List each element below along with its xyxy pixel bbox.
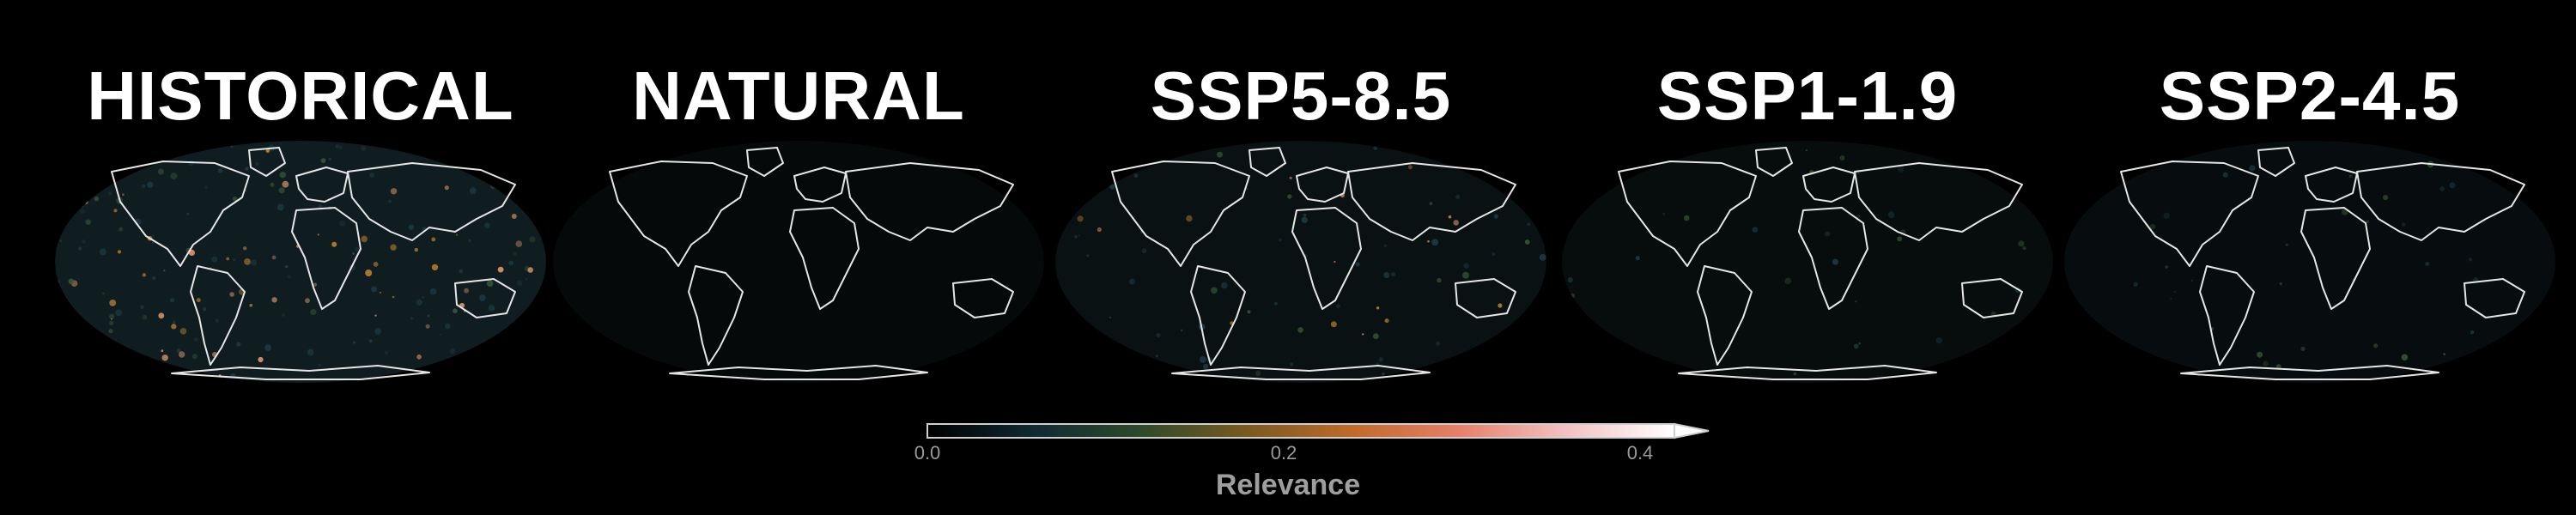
coastline xyxy=(190,265,246,366)
map-panel-5: SSP2-4.5 xyxy=(2061,0,2559,395)
coastline xyxy=(1111,161,1250,267)
coastline xyxy=(111,161,250,267)
coastline xyxy=(2300,207,2371,310)
map-panel-1: HISTORICAL xyxy=(52,0,550,395)
map-panel-4: SSP1-1.9 xyxy=(1558,0,2057,395)
coastline xyxy=(789,207,860,310)
coastline xyxy=(2199,265,2255,366)
panel-title: NATURAL xyxy=(632,58,965,134)
relevance-field xyxy=(553,141,1044,383)
coastline xyxy=(2257,147,2295,177)
panel-title: HISTORICAL xyxy=(87,58,514,134)
colorbar xyxy=(910,417,1717,512)
coastline xyxy=(952,278,1014,318)
coastline xyxy=(1291,207,1362,310)
coastline xyxy=(1455,278,1516,318)
coastline xyxy=(347,162,516,241)
coastline xyxy=(1755,147,1793,177)
coastline xyxy=(171,365,430,380)
map-panels: HISTORICAL NATURAL SSP5-8.5 SSP1-1.9 SSP2-4.… xyxy=(52,0,2559,395)
coastline xyxy=(1697,265,1753,366)
colorbar-bar xyxy=(927,422,1710,439)
map-panel-3: SSP5-8.5 xyxy=(1052,0,1550,395)
colorbar-extend-arrow xyxy=(1674,422,1710,439)
coastline xyxy=(1802,167,1856,203)
world-map xyxy=(1562,141,2053,383)
world-map xyxy=(553,141,1044,383)
panel-title: SSP5-8.5 xyxy=(1150,58,1452,134)
world-map xyxy=(2064,141,2555,383)
colorbar-gradient xyxy=(927,423,1675,439)
coastline xyxy=(845,162,1014,241)
coastline xyxy=(793,167,847,203)
coastline xyxy=(1618,161,1757,267)
world-map xyxy=(1055,141,1546,383)
coastline xyxy=(669,365,928,380)
coastline xyxy=(1347,162,1516,241)
coastline xyxy=(1854,162,2023,241)
panel-title: SSP1-1.9 xyxy=(1656,58,1959,134)
map-panel-2: NATURAL xyxy=(550,0,1048,395)
coastline xyxy=(2120,161,2259,267)
coastline xyxy=(1190,265,1246,366)
coastline xyxy=(688,265,744,366)
colorbar-title: Relevance xyxy=(1215,469,1361,501)
colorbar-tick-label: 0.4 xyxy=(1626,442,1654,464)
coastline xyxy=(2180,365,2439,380)
coastline xyxy=(1296,167,1349,203)
world-map xyxy=(55,141,546,383)
coastline xyxy=(1961,278,2023,318)
colorbar-tick-label: 0.2 xyxy=(1270,442,1297,464)
coastline xyxy=(291,207,361,310)
coastline xyxy=(1678,365,1937,380)
coastline xyxy=(248,147,286,177)
coastline xyxy=(295,167,349,203)
coastline xyxy=(1249,147,1286,177)
relevance-field xyxy=(2064,141,2555,383)
coastline xyxy=(2464,278,2525,318)
coastline xyxy=(2356,162,2525,241)
panel-title: SSP2-4.5 xyxy=(2159,58,2461,134)
colorbar-tick-label: 0.0 xyxy=(914,442,941,464)
coastline xyxy=(746,147,784,177)
coastline xyxy=(1798,207,1868,310)
coastline xyxy=(609,161,748,267)
coastline xyxy=(454,278,516,318)
coastline xyxy=(2305,167,2358,203)
coastline xyxy=(1171,365,1431,380)
